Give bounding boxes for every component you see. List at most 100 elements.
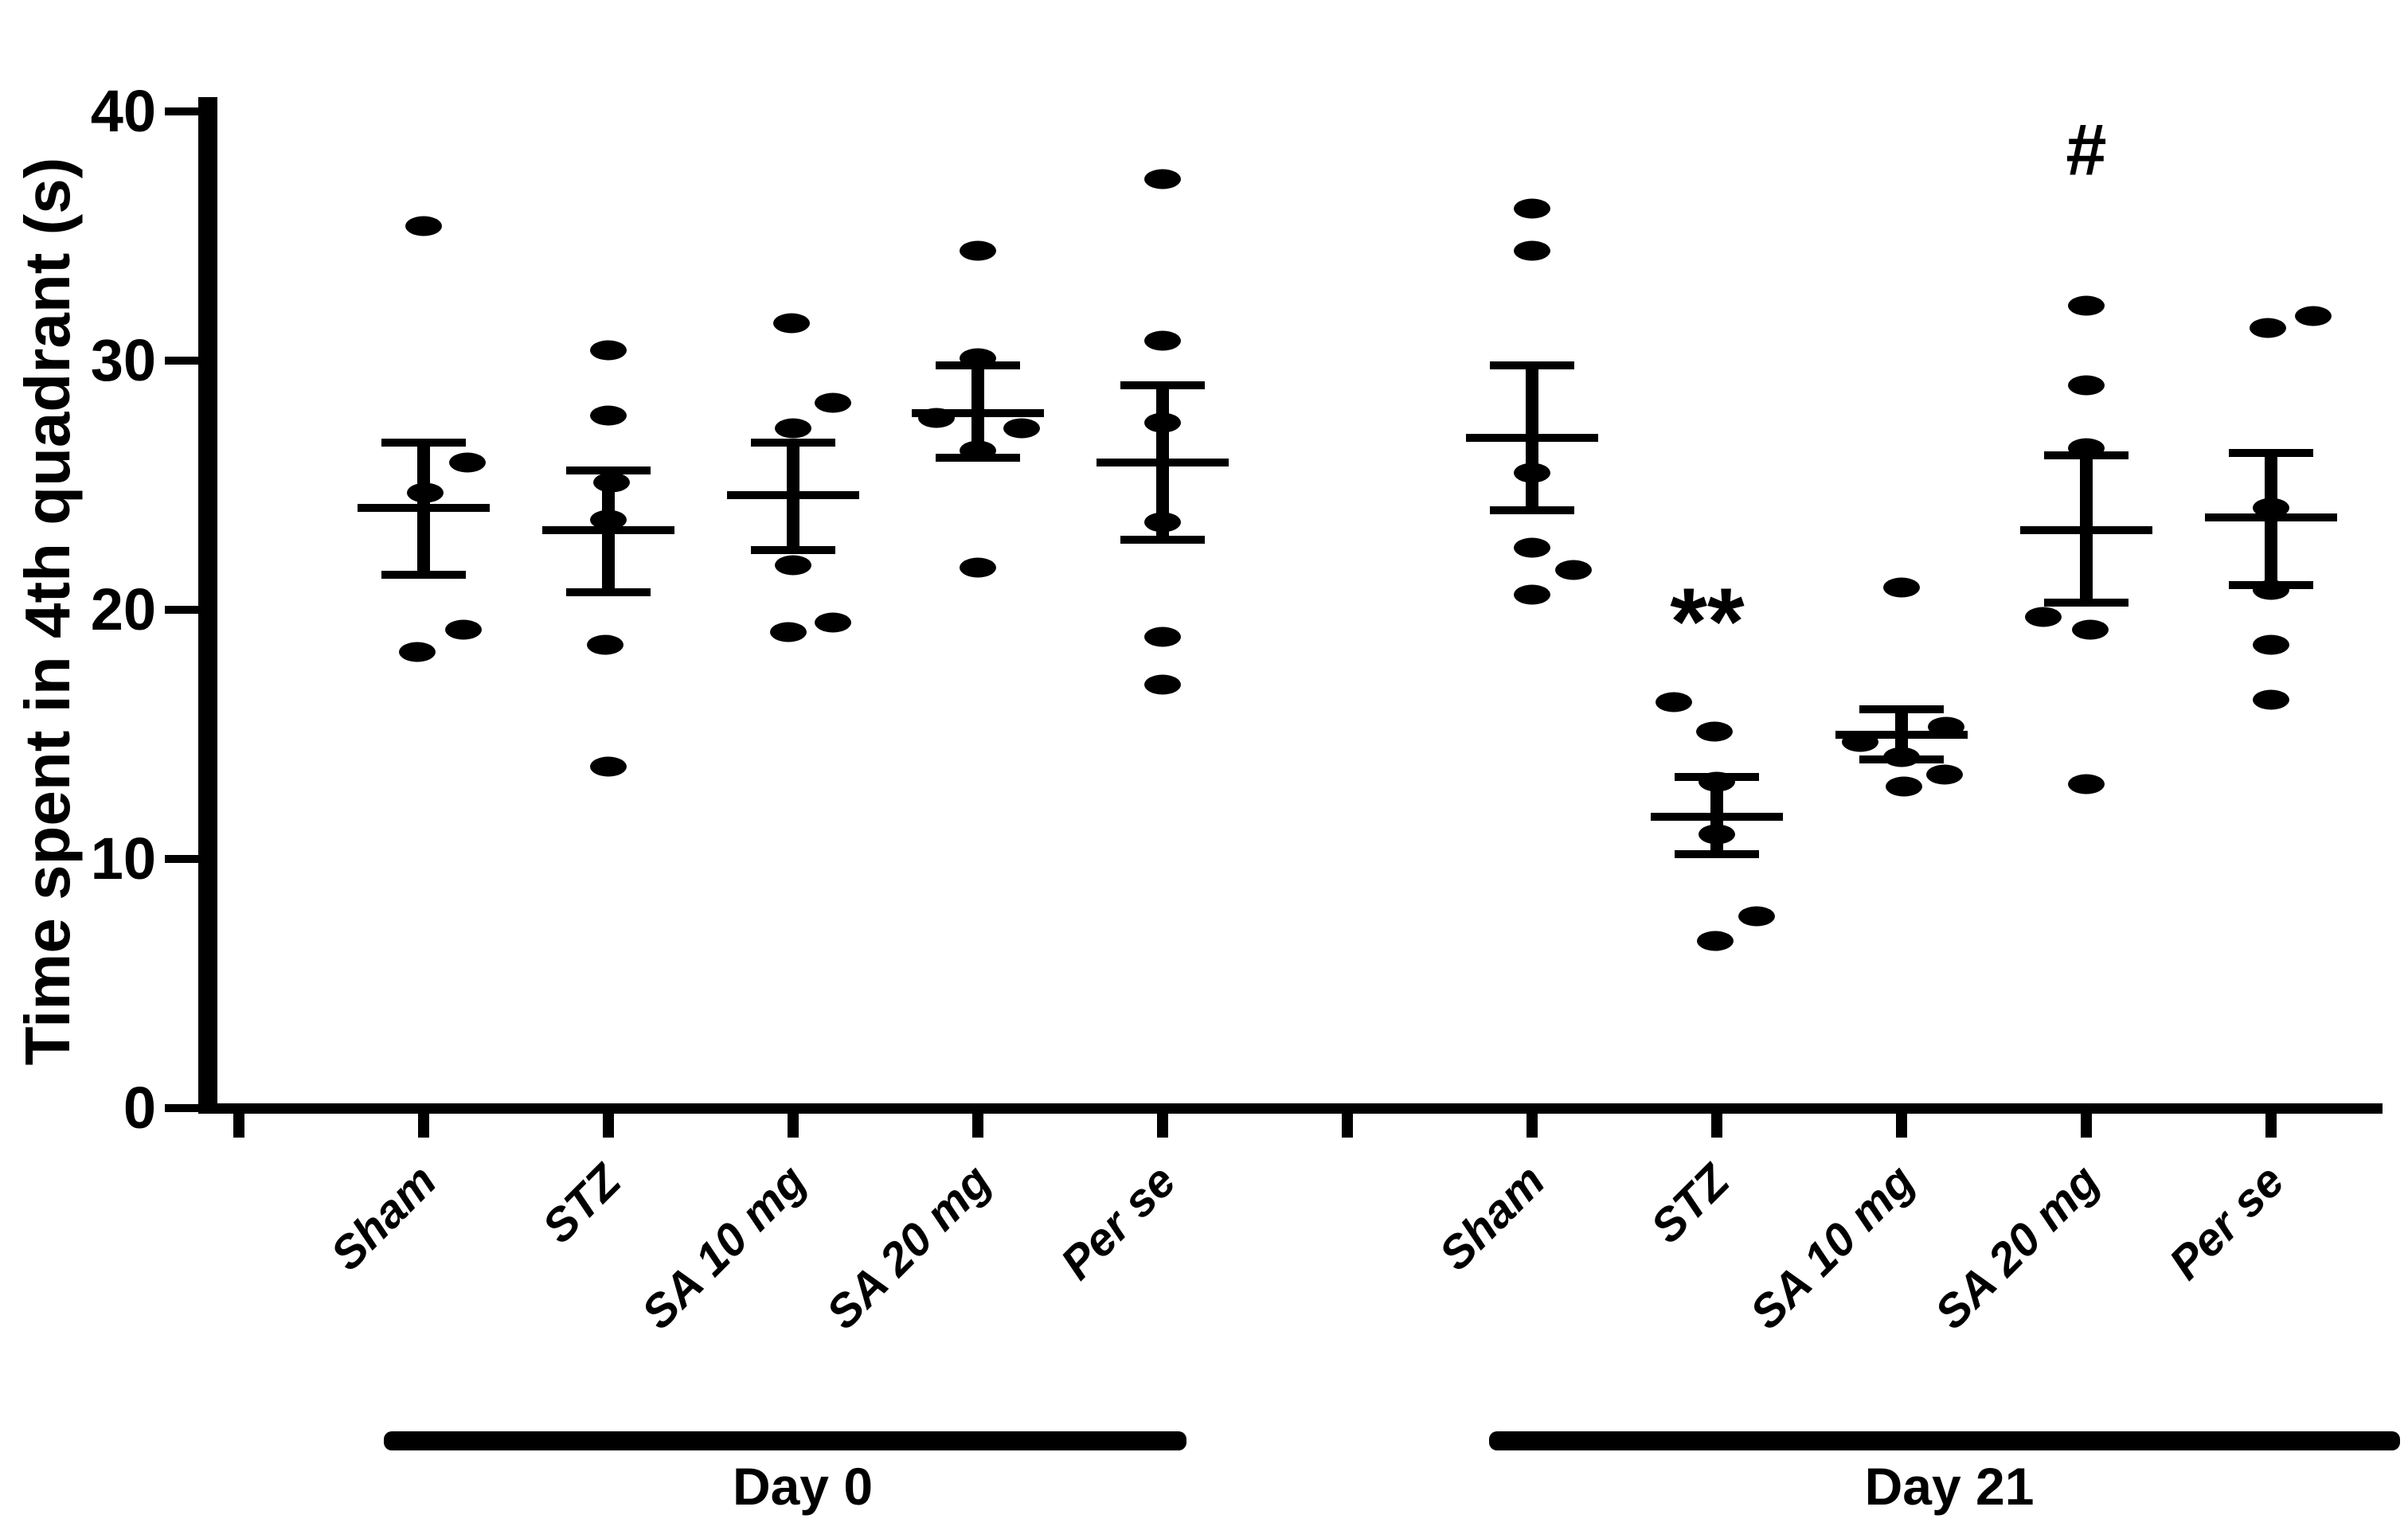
x-axis-tick: [603, 1114, 614, 1138]
x-axis-tick: [1896, 1114, 1907, 1138]
x-group-label: Per se: [2159, 1154, 2294, 1290]
data-point: [2025, 607, 2062, 627]
data-point: [1698, 771, 1735, 792]
data-point: [590, 756, 627, 777]
mean-line: [358, 503, 490, 512]
data-point: [407, 482, 444, 503]
mean-line: [2205, 513, 2337, 522]
y-axis-tick-label: 0: [123, 1075, 156, 1141]
y-axis-tick-label: 40: [90, 78, 156, 144]
mean-line: [1651, 812, 1783, 821]
data-point: [2068, 295, 2105, 316]
error-bar-upper-cap: [2229, 448, 2313, 457]
data-point: [1883, 577, 1920, 598]
x-group-label: SA 20 mg: [816, 1154, 1001, 1340]
data-point: [1883, 747, 1920, 767]
data-point: [1514, 537, 1550, 558]
x-group-label: Per se: [1050, 1154, 1186, 1290]
data-point: [1514, 198, 1550, 219]
mean-line: [1466, 434, 1598, 443]
data-point: [1698, 824, 1735, 845]
data-point: [1696, 721, 1733, 742]
data-point: [1144, 512, 1181, 533]
x-group-label: STZ: [533, 1154, 631, 1254]
error-bar-upper-cap: [1120, 381, 1205, 390]
day-section-label: Day 0: [732, 1457, 874, 1516]
data-point: [2250, 318, 2286, 338]
significance-annotation: **: [1670, 568, 1745, 676]
data-point: [773, 313, 810, 334]
day-section-label: Day 21: [1864, 1457, 2035, 1516]
x-axis-tick: [233, 1114, 244, 1138]
y-axis-tick-label: 20: [90, 576, 156, 642]
data-point: [918, 408, 955, 428]
y-axis-tick: [165, 107, 198, 115]
data-point: [1886, 776, 1922, 797]
data-point: [399, 642, 436, 662]
y-axis-line: [198, 97, 217, 1114]
mean-line: [1096, 459, 1229, 467]
data-point: [1842, 732, 1878, 752]
error-bar-lower-cap: [1675, 849, 1759, 858]
mean-line: [542, 525, 674, 534]
x-axis-tick: [2265, 1114, 2277, 1138]
x-axis-tick: [1157, 1114, 1168, 1138]
data-point: [1656, 692, 1692, 712]
error-bar-upper-cap: [566, 466, 651, 474]
y-axis-tick: [165, 855, 198, 863]
error-bar-upper-cap: [381, 439, 466, 447]
x-group-label: Sham: [320, 1154, 447, 1281]
data-point: [815, 392, 851, 413]
data-point: [1003, 418, 1040, 438]
data-point: [1144, 674, 1181, 695]
x-axis-tick: [972, 1114, 983, 1138]
data-point: [593, 472, 630, 493]
mean-line: [912, 408, 1044, 417]
data-point: [775, 555, 811, 576]
x-axis-tick: [1342, 1114, 1353, 1138]
data-point: [405, 216, 442, 236]
data-point: [1928, 716, 1964, 737]
data-point: [815, 612, 851, 633]
data-point: [960, 440, 996, 461]
x-group-label: Sham: [1429, 1154, 1555, 1281]
data-point: [2253, 634, 2289, 655]
day-section-bar: [384, 1431, 1186, 1450]
data-point: [2253, 689, 2289, 710]
x-axis-tick: [2081, 1114, 2092, 1138]
y-axis-tick: [165, 606, 198, 614]
data-point: [1144, 330, 1181, 351]
error-bar-lower-cap: [566, 588, 651, 597]
x-axis-tick: [1711, 1114, 1722, 1138]
data-point: [2295, 306, 2332, 326]
error-bar-lower-cap: [1120, 536, 1205, 545]
mean-line: [1835, 730, 1968, 739]
error-bar-lower-cap: [751, 545, 835, 554]
mean-line: [727, 491, 859, 500]
data-point: [590, 340, 627, 361]
x-group-label: SA 10 mg: [631, 1154, 816, 1340]
data-point: [1926, 764, 1963, 785]
data-point: [1514, 463, 1550, 483]
y-axis-tick-label: 30: [90, 327, 156, 393]
x-group-label: STZ: [1641, 1154, 1740, 1254]
x-axis-line: [198, 1103, 2383, 1114]
data-point: [770, 622, 807, 642]
data-point: [445, 619, 482, 640]
error-bar-upper-cap: [1490, 361, 1574, 370]
data-point: [587, 634, 624, 655]
error-bar-upper-cap: [1859, 705, 1944, 714]
data-point: [590, 405, 627, 426]
data-point: [1144, 169, 1181, 189]
y-axis-tick: [165, 357, 198, 365]
data-point: [2253, 498, 2289, 518]
significance-annotation: #: [2066, 109, 2107, 191]
data-point: [960, 557, 996, 578]
x-axis-tick: [418, 1114, 429, 1138]
data-point: [2068, 375, 2105, 396]
data-point: [2068, 774, 2105, 794]
data-point: [775, 418, 811, 438]
data-point: [1697, 931, 1734, 951]
data-point: [1514, 584, 1550, 605]
